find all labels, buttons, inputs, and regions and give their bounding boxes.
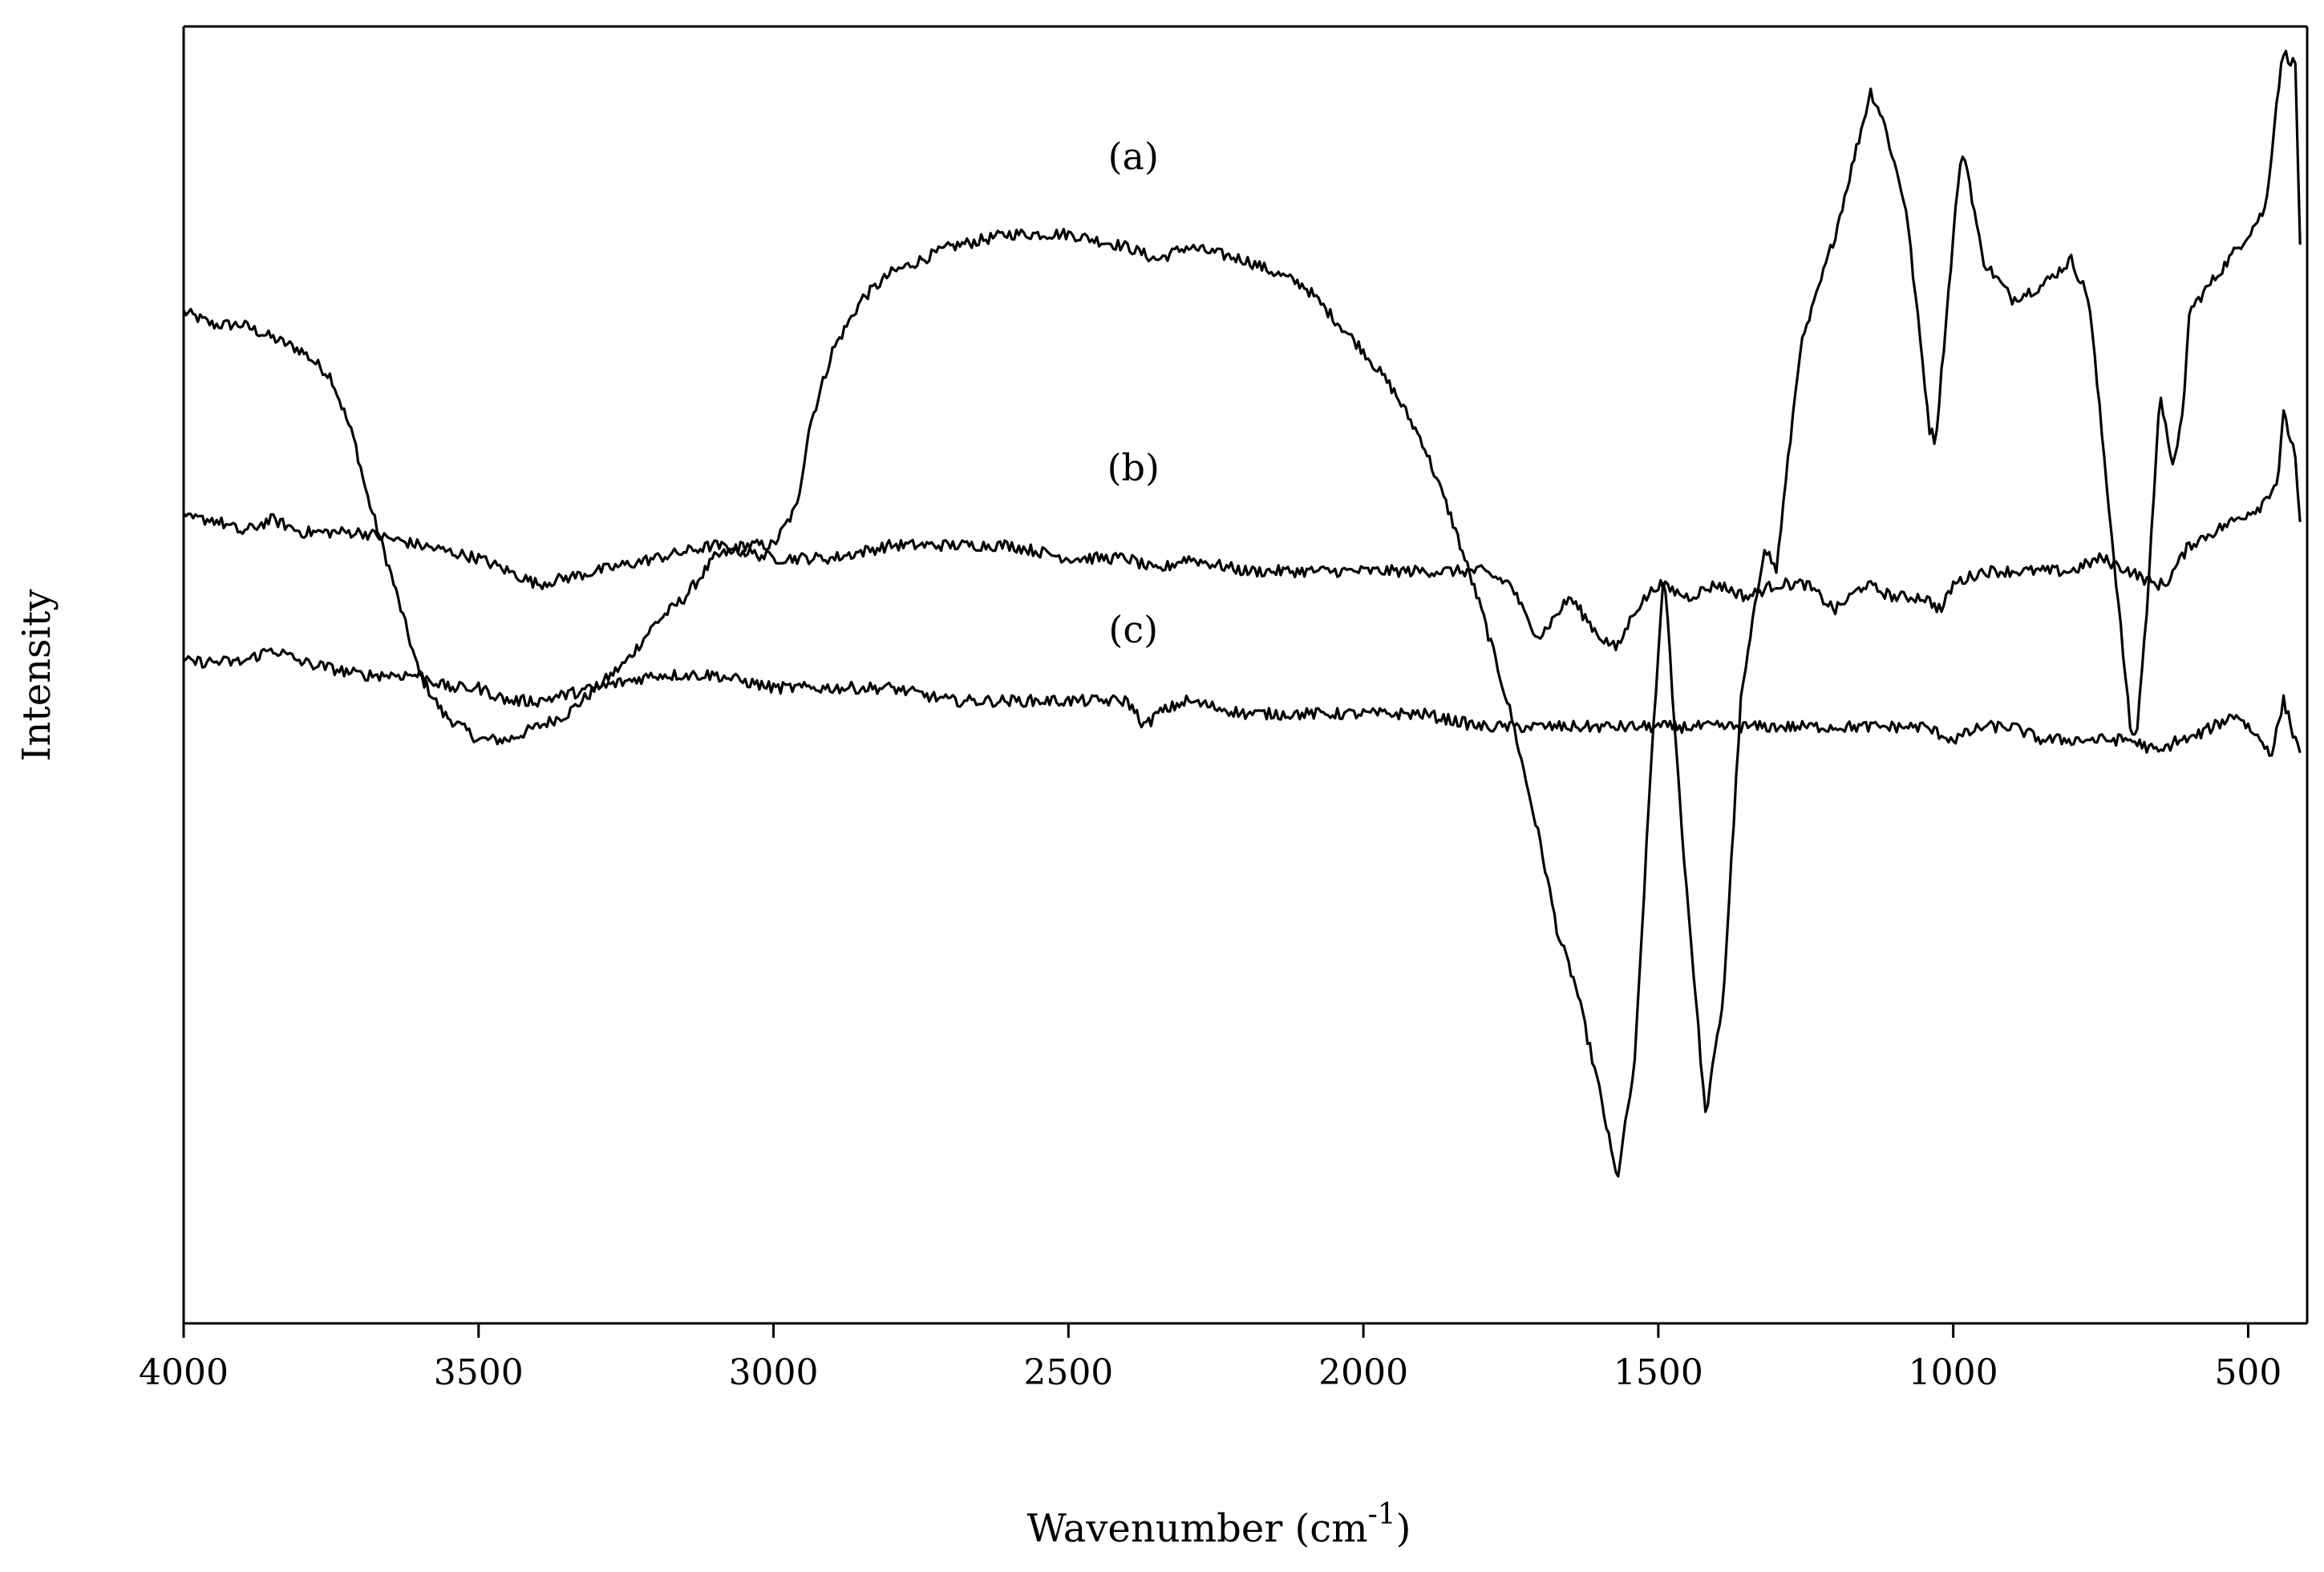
x-axis-title-main: Wavenumber (cm — [1027, 1506, 1368, 1551]
x-tick-label: 3500 — [434, 1352, 524, 1393]
x-tick-label: 2500 — [1023, 1352, 1113, 1393]
series-group — [182, 49, 2302, 1178]
x-tick-label: 1500 — [1613, 1352, 1703, 1393]
x-axis-ticks: 4000 3500 3000 2500 2000 1500 1000 500 — [139, 1323, 2281, 1393]
series-line-c — [183, 647, 2302, 757]
x-axis-title-superscript: -1 — [1368, 1498, 1396, 1531]
x-axis-title: Wavenumber (cm-1) — [1027, 1498, 1411, 1551]
series-label-a: (a) — [1108, 135, 1159, 178]
x-tick-label: 1000 — [1909, 1352, 1998, 1393]
series-label-c: (c) — [1108, 608, 1158, 651]
x-tick-label: 3000 — [729, 1352, 819, 1393]
x-tick-label: 4000 — [139, 1352, 229, 1393]
series-line-a — [182, 49, 2302, 1178]
x-tick-label: 500 — [2214, 1352, 2281, 1393]
y-axis-title: Intensity — [14, 590, 59, 762]
x-tick-label: 2000 — [1318, 1352, 1408, 1393]
series-line-b — [182, 409, 2302, 651]
series-labels: (a) (b) (c) — [1107, 135, 1160, 651]
x-axis-title-close: ) — [1396, 1506, 1411, 1551]
series-label-b: (b) — [1107, 446, 1160, 489]
